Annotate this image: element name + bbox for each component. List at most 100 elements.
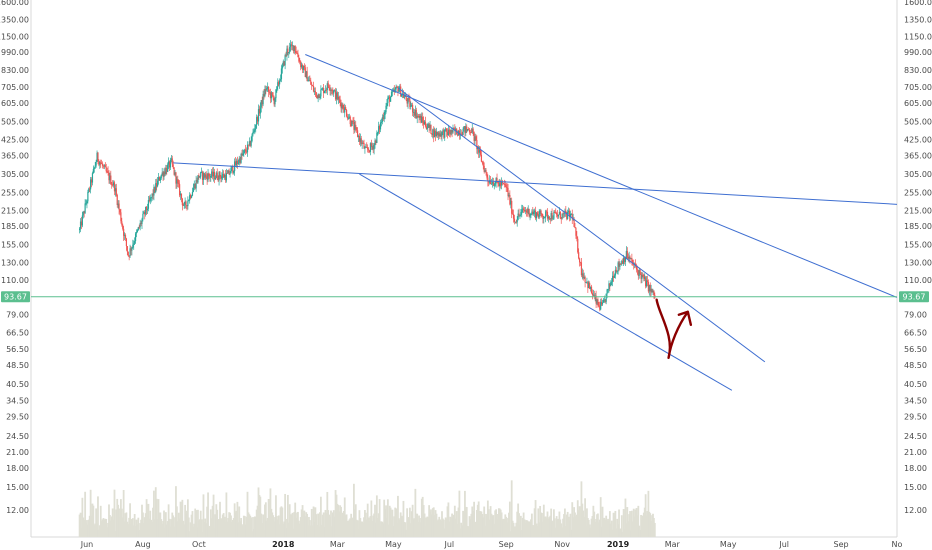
candle-body: [310, 80, 312, 85]
candle-body: [281, 65, 283, 69]
left-y-tick-label: 605.00: [1, 99, 29, 108]
volume-bar: [652, 517, 655, 537]
candle-body: [573, 218, 575, 227]
candle-body: [409, 99, 411, 107]
volume-bar: [339, 505, 342, 537]
candle-body: [120, 212, 122, 222]
volume-bar: [296, 512, 298, 537]
candle-body: [157, 177, 160, 181]
candle-body: [447, 129, 450, 136]
candle-body: [437, 132, 439, 136]
volume-bar: [446, 506, 449, 537]
candle-body: [478, 149, 481, 153]
candle-body: [355, 124, 357, 128]
volume-bar: [129, 503, 131, 537]
volume-bar: [530, 519, 532, 537]
x-tick-label: Jul: [443, 540, 454, 549]
candle-body: [359, 138, 361, 142]
candle-body: [285, 55, 287, 56]
right-y-tick-label: 130.00: [904, 259, 932, 268]
volume-bar: [135, 519, 138, 537]
candle-body: [299, 61, 301, 63]
left-y-tick-label: 215.00: [1, 206, 29, 215]
candle-body: [152, 193, 154, 196]
candle-body: [271, 92, 273, 96]
volume-bar: [606, 520, 609, 537]
candle-body: [313, 91, 316, 93]
candle-body: [590, 286, 593, 294]
volume-bar: [411, 504, 414, 537]
volume-bar: [619, 528, 621, 537]
x-tick-label: Nov: [554, 540, 570, 549]
volume-bar: [444, 517, 447, 537]
volume-bar: [194, 508, 197, 537]
volume-bar: [422, 505, 425, 537]
candle-body: [448, 129, 450, 134]
volume-bar: [562, 518, 564, 537]
candle-body: [518, 213, 520, 216]
candle-body: [381, 117, 383, 122]
candle-body: [240, 153, 242, 163]
candle-body: [571, 213, 573, 219]
candle-body: [302, 66, 305, 70]
volume-bar: [614, 510, 617, 537]
candle-body: [623, 257, 625, 264]
candle-body: [508, 194, 510, 197]
candle-body: [608, 283, 610, 290]
volume-bar: [191, 511, 194, 537]
volume-bar: [276, 519, 279, 537]
volume-bar: [630, 510, 633, 537]
candle-body: [320, 89, 322, 97]
volume-bar: [361, 521, 364, 537]
candle-body: [245, 151, 248, 153]
candle-body: [450, 129, 452, 135]
candle-body: [535, 212, 538, 219]
volume-bar: [618, 509, 620, 537]
volume-bar: [217, 519, 220, 537]
volume-bar: [200, 519, 203, 537]
volume-bar: [428, 505, 431, 537]
volume-bar: [646, 511, 649, 537]
candle-body: [98, 160, 100, 165]
volume-bar: [205, 523, 208, 537]
volume-bar: [146, 515, 149, 537]
volume-bar: [100, 521, 103, 537]
candle-body: [530, 213, 532, 215]
volume-bar: [507, 518, 509, 537]
volume-bar: [636, 515, 639, 537]
volume-bar: [134, 525, 137, 537]
candle-body: [323, 88, 325, 94]
candle-body: [253, 130, 255, 132]
volume-bar: [492, 515, 495, 537]
volume-bar: [569, 513, 572, 537]
volume-bar: [587, 519, 590, 537]
volume-bar: [144, 513, 147, 537]
candle-body: [644, 277, 646, 279]
candle-body: [193, 183, 195, 189]
candle-body: [119, 209, 121, 213]
volume-bar: [130, 524, 132, 537]
volume-bar: [180, 506, 183, 537]
volume-bar: [185, 513, 187, 537]
volume-bar: [242, 525, 244, 537]
candle-body: [167, 164, 169, 172]
candle-body: [427, 124, 429, 128]
volume-bar: [299, 517, 302, 537]
volume-bar: [282, 523, 285, 537]
volume-bar: [641, 515, 644, 537]
volume-bar: [458, 490, 461, 537]
candle-body: [653, 290, 655, 295]
candle-body: [522, 208, 524, 210]
volume-bar: [292, 528, 295, 537]
candle-body: [421, 117, 423, 123]
volume-bar: [597, 522, 600, 537]
candle-body: [495, 178, 497, 184]
volume-bar: [395, 508, 398, 537]
candle-body: [367, 147, 369, 150]
volume-bar: [263, 529, 265, 537]
volume-bar: [485, 513, 487, 537]
candle-body: [637, 270, 639, 276]
volume-bar: [284, 493, 287, 537]
volume-bar: [441, 511, 443, 537]
volume-bar: [410, 511, 413, 537]
